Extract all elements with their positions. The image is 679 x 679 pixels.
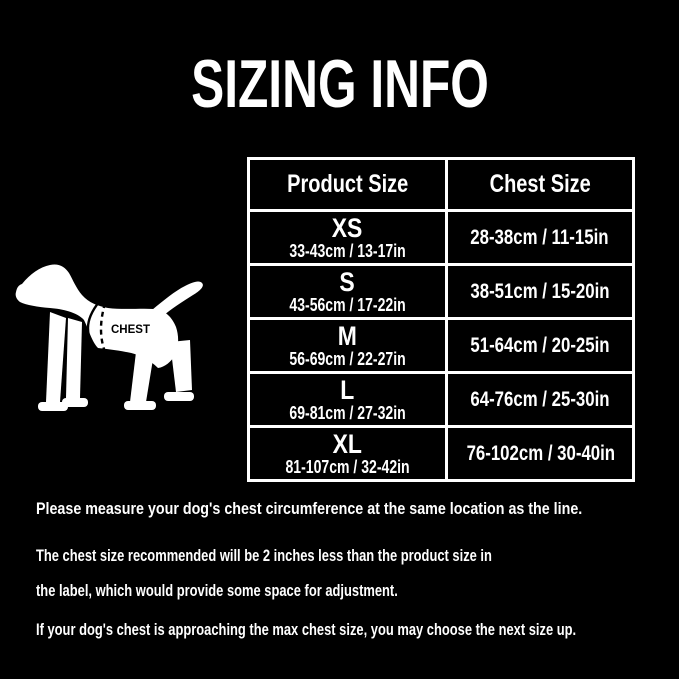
product-size-cell: XS 33-43cm / 13-17in [247,209,448,266]
note-chest-recommendation-line1: The chest size recommended will be 2 inc… [36,546,492,565]
table-row-s: S 43-56cm / 17-22in 38-51cm / 15-20in [247,263,635,320]
size-table: Product Size Chest Size XS 33-43cm / 13-… [247,157,635,482]
chest-size-cell: 28-38cm / 11-15in [444,209,635,266]
size-label: XL [332,429,362,459]
size-label: L [340,375,355,405]
page-title: SIZING INFO [0,50,679,118]
dog-diagram: CHEST [15,264,203,411]
chest-label: CHEST [111,324,150,336]
page-title-text: SIZING INFO [190,46,489,122]
table-row-m: M 56-69cm / 22-27in 51-64cm / 20-25in [247,317,635,374]
size-label: XS [331,213,363,243]
chest-range: 38-51cm / 15-20in [470,279,610,303]
product-range: 33-43cm / 13-17in [289,241,406,261]
dog-silhouette [15,264,203,411]
product-range: 69-81cm / 27-32in [289,403,406,423]
chest-range: 64-76cm / 25-30in [470,387,610,411]
table-row-xs: XS 33-43cm / 13-17in 28-38cm / 11-15in [247,209,635,266]
product-range: 43-56cm / 17-22in [289,295,406,315]
chest-size-cell: 51-64cm / 20-25in [444,317,635,374]
chest-range: 51-64cm / 20-25in [470,333,610,357]
size-table-header-row: Product Size Chest Size [247,157,635,212]
chest-size-cell: 76-102cm / 30-40in [444,425,635,482]
chest-range: 76-102cm / 30-40in [466,441,615,465]
product-size-cell: XL 81-107cm / 32-42in [247,425,448,482]
product-range: 81-107cm / 32-42in [285,457,410,477]
note-size-up-advice: If your dog's chest is approaching the m… [36,620,577,639]
product-size-cell: S 43-56cm / 17-22in [247,263,448,320]
note-measure-instruction: Please measure your dog's chest circumfe… [36,499,583,518]
note-chest-recommendation-line2: the label, which would provide some spac… [36,581,398,600]
size-label: S [339,267,355,297]
table-row-xl: XL 81-107cm / 32-42in 76-102cm / 30-40in [247,425,635,482]
table-row-l: L 69-81cm / 27-32in 64-76cm / 25-30in [247,371,635,428]
chest-band [86,299,109,360]
chest-band-dashed-line [99,302,109,358]
chest-size-cell: 64-76cm / 25-30in [444,371,635,428]
chest-size-cell: 38-51cm / 15-20in [444,263,635,320]
size-label: M [337,321,357,351]
header-chest-size: Chest Size [444,157,635,212]
product-range: 56-69cm / 22-27in [289,349,406,369]
chest-range: 28-38cm / 11-15in [470,225,609,249]
product-size-cell: M 56-69cm / 22-27in [247,317,448,374]
product-size-cell: L 69-81cm / 27-32in [247,371,448,428]
header-product-size: Product Size [247,157,448,212]
chest-band-front-line [86,301,100,358]
chest-band-bottom-arc [98,356,108,360]
chest-band-top-arc [98,299,106,304]
